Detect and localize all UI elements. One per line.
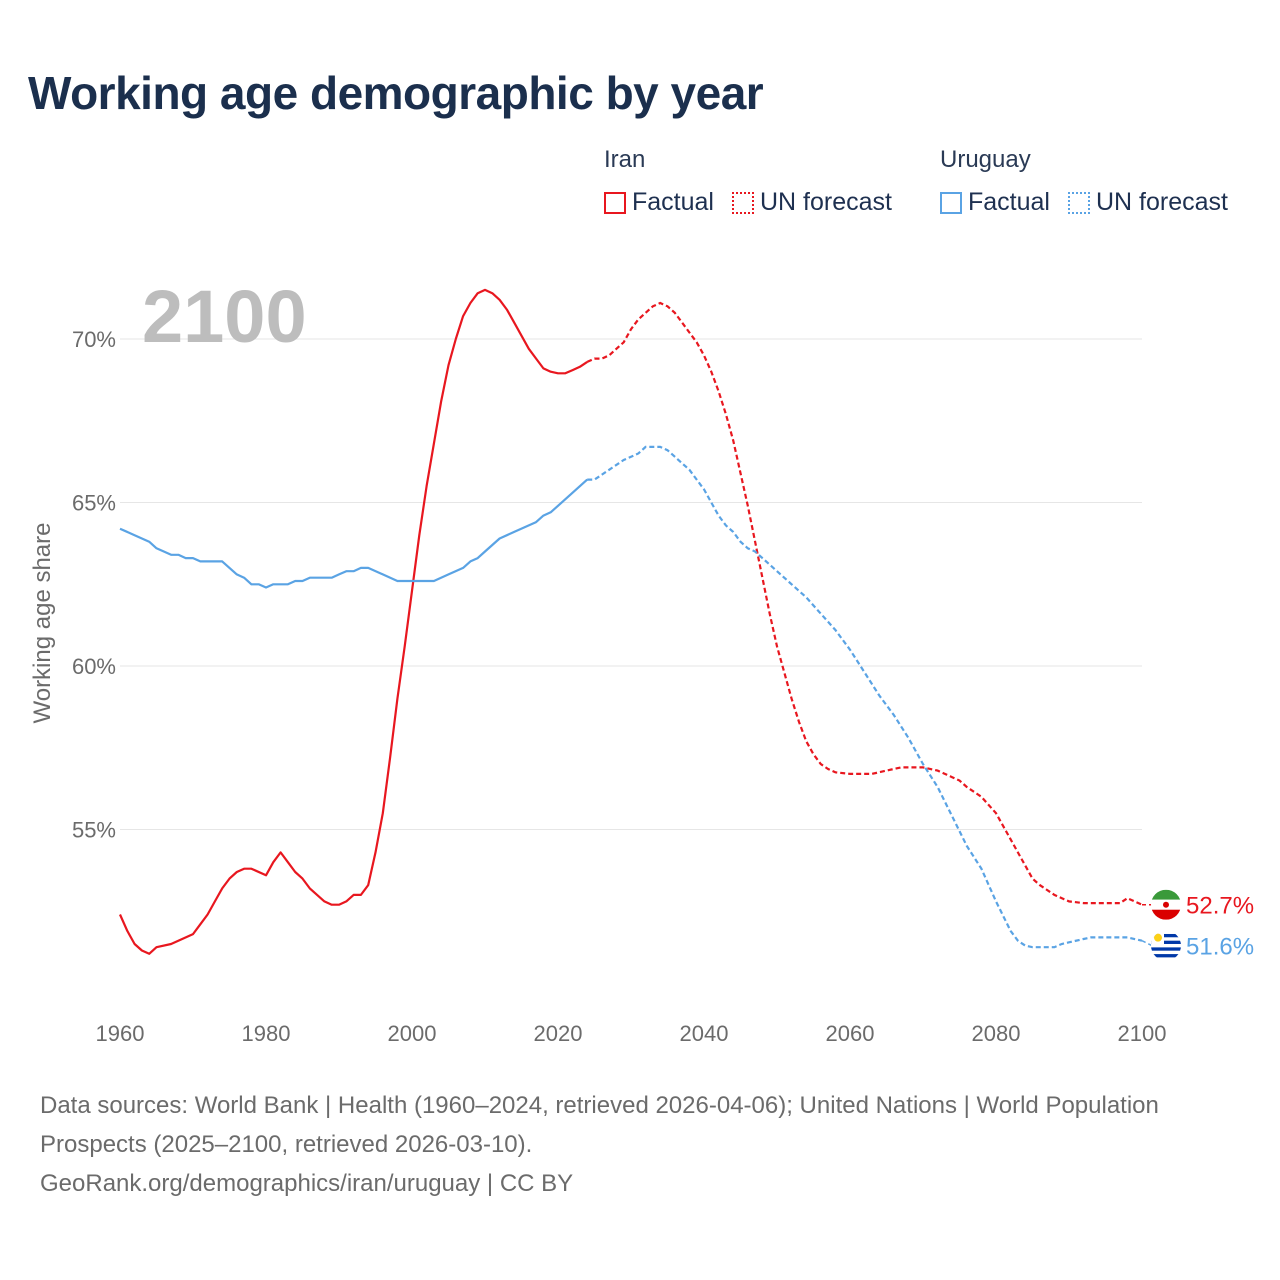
- end-connector: [1141, 940, 1153, 947]
- legend-swatch-solid-blue: [940, 191, 962, 214]
- legend-group-iran: Iran Factual UN forecast: [604, 146, 892, 217]
- x-tick-label: 2080: [972, 1021, 1021, 1046]
- y-tick-label: 55%: [72, 818, 116, 843]
- x-tick-label: 2000: [388, 1021, 437, 1046]
- x-tick-label: 1980: [242, 1021, 291, 1046]
- legend-label: Factual: [632, 188, 714, 216]
- legend-uruguay-factual[interactable]: Factual: [940, 188, 1050, 217]
- end-value-label: 51.6%: [1186, 934, 1254, 961]
- legend-swatch-solid-red: [604, 191, 626, 214]
- attribution: GeoRank.org/demographics/iran/uruguay | …: [40, 1170, 574, 1197]
- legend-swatch-dotted-red: [731, 191, 754, 214]
- footer: Data sources: World Bank | Health (1960–…: [40, 1086, 1240, 1203]
- legend-label: UN forecast: [759, 188, 892, 216]
- legend-label: UN forecast: [1095, 188, 1228, 216]
- legend-uruguay-forecast[interactable]: UN forecast: [1067, 188, 1228, 217]
- series-lines: [118, 288, 1143, 955]
- series-line-uruguay-factual[interactable]: [119, 478, 588, 589]
- series-line-iran-factual[interactable]: [118, 288, 588, 955]
- legend-label: Factual: [968, 188, 1050, 216]
- data-sources: Data sources: World Bank | Health (1960–…: [40, 1092, 1159, 1158]
- x-tick-label: 2040: [680, 1021, 729, 1046]
- end-marker-uruguay: 51.6%: [1141, 930, 1254, 961]
- line-chart: 2100 55% 60% 65% 70% 1960 1980 2000 2020 2040 20…: [29, 275, 1254, 1046]
- uruguay-flag-icon: [1151, 930, 1181, 961]
- x-axis: 1960 1980 2000 2020 2040 2060 2080 2100: [96, 1021, 1167, 1046]
- end-marker-iran: 52.7%: [1142, 889, 1254, 920]
- y-axis: 55% 60% 65% 70%: [72, 327, 116, 843]
- legend-group-name: Iran: [604, 146, 646, 173]
- y-tick-label: 60%: [72, 654, 116, 679]
- series-line-uruguay-forecast[interactable]: [587, 445, 1143, 949]
- x-tick-label: 2100: [1118, 1021, 1167, 1046]
- y-axis-label: Working age share: [29, 523, 56, 724]
- iran-flag-icon: [1151, 889, 1181, 920]
- y-tick-label: 70%: [72, 327, 116, 352]
- chart-title: Working age demographic by year: [28, 67, 764, 119]
- legend-swatch-dotted-blue: [1067, 191, 1090, 214]
- y-tick-label: 65%: [72, 491, 116, 516]
- legend-group-uruguay: Uruguay Factual UN forecast: [940, 146, 1228, 217]
- x-tick-label: 2060: [826, 1021, 875, 1046]
- x-tick-label: 2020: [534, 1021, 583, 1046]
- end-markers: 52.7% 51.6%: [1141, 889, 1254, 961]
- end-value-label: 52.7%: [1186, 893, 1254, 920]
- legend-group-name: Uruguay: [940, 146, 1031, 173]
- year-watermark: 2100: [142, 275, 307, 358]
- x-tick-label: 1960: [96, 1021, 145, 1046]
- legend-iran-forecast[interactable]: UN forecast: [731, 188, 892, 217]
- legend-iran-factual[interactable]: Factual: [604, 188, 714, 217]
- grid-lines: [120, 338, 1142, 830]
- series-line-iran-forecast[interactable]: [586, 301, 1143, 906]
